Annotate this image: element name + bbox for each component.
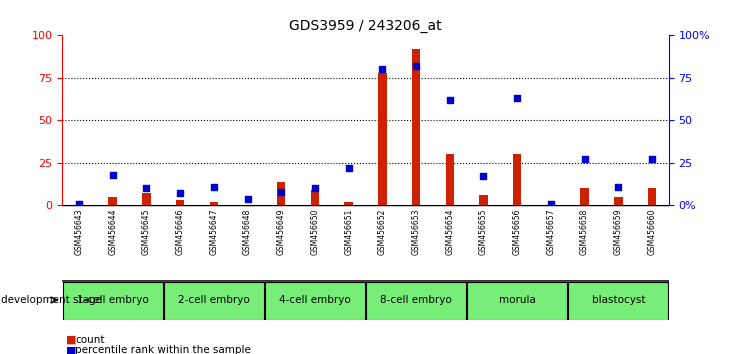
Bar xyxy=(480,195,488,205)
Text: ■: ■ xyxy=(66,335,76,345)
Bar xyxy=(378,73,387,205)
Point xyxy=(376,67,388,72)
Bar xyxy=(210,202,218,205)
Bar xyxy=(176,200,184,205)
FancyBboxPatch shape xyxy=(63,282,162,320)
Bar xyxy=(277,182,285,205)
Point xyxy=(343,165,355,171)
Bar xyxy=(344,202,353,205)
Bar xyxy=(648,188,656,205)
Point xyxy=(646,156,658,162)
Text: GSM456657: GSM456657 xyxy=(546,209,556,255)
Point xyxy=(174,190,186,196)
Point xyxy=(73,201,85,206)
Text: morula: morula xyxy=(499,295,536,305)
Text: GSM456650: GSM456650 xyxy=(311,209,319,255)
Point xyxy=(511,96,523,101)
FancyBboxPatch shape xyxy=(569,282,668,320)
Text: GSM456655: GSM456655 xyxy=(479,209,488,255)
Point xyxy=(444,97,455,103)
Bar xyxy=(446,154,454,205)
Text: GSM456647: GSM456647 xyxy=(209,209,219,255)
Text: GSM456659: GSM456659 xyxy=(614,209,623,255)
Point xyxy=(309,185,321,191)
Text: GSM456653: GSM456653 xyxy=(412,209,420,255)
Bar xyxy=(108,197,117,205)
FancyBboxPatch shape xyxy=(366,282,466,320)
Text: GSM456660: GSM456660 xyxy=(648,209,656,255)
Text: percentile rank within the sample: percentile rank within the sample xyxy=(75,346,251,354)
Point xyxy=(140,185,152,191)
Point xyxy=(477,173,489,179)
Text: GSM456643: GSM456643 xyxy=(75,209,83,255)
Text: GSM456648: GSM456648 xyxy=(243,209,252,255)
FancyBboxPatch shape xyxy=(265,282,365,320)
Text: GSM456644: GSM456644 xyxy=(108,209,117,255)
Text: 1-cell embryo: 1-cell embryo xyxy=(77,295,148,305)
Text: development stage: development stage xyxy=(1,295,102,305)
Bar xyxy=(412,49,420,205)
Text: count: count xyxy=(75,335,105,345)
Bar xyxy=(143,193,151,205)
Text: GSM456658: GSM456658 xyxy=(580,209,589,255)
Text: GSM456654: GSM456654 xyxy=(445,209,454,255)
Text: GSM456651: GSM456651 xyxy=(344,209,353,255)
Text: GSM456652: GSM456652 xyxy=(378,209,387,255)
FancyBboxPatch shape xyxy=(164,282,264,320)
Text: GSM456645: GSM456645 xyxy=(142,209,151,255)
Bar xyxy=(580,188,588,205)
Point xyxy=(613,184,624,189)
Text: blastocyst: blastocyst xyxy=(591,295,645,305)
FancyBboxPatch shape xyxy=(467,282,567,320)
Point xyxy=(107,172,118,178)
Point xyxy=(242,196,254,201)
Title: GDS3959 / 243206_at: GDS3959 / 243206_at xyxy=(289,19,442,33)
Point xyxy=(579,156,591,162)
Point xyxy=(410,63,422,69)
Text: GSM456656: GSM456656 xyxy=(512,209,522,255)
Text: 8-cell embryo: 8-cell embryo xyxy=(380,295,452,305)
Point xyxy=(545,201,557,206)
Bar xyxy=(311,190,319,205)
Point xyxy=(276,189,287,195)
Bar xyxy=(614,197,623,205)
Text: 4-cell embryo: 4-cell embryo xyxy=(279,295,351,305)
Text: GSM456649: GSM456649 xyxy=(277,209,286,255)
Point xyxy=(208,184,219,189)
Text: GSM456646: GSM456646 xyxy=(175,209,185,255)
Text: 2-cell embryo: 2-cell embryo xyxy=(178,295,250,305)
Text: ■: ■ xyxy=(66,346,76,354)
Bar xyxy=(513,154,521,205)
